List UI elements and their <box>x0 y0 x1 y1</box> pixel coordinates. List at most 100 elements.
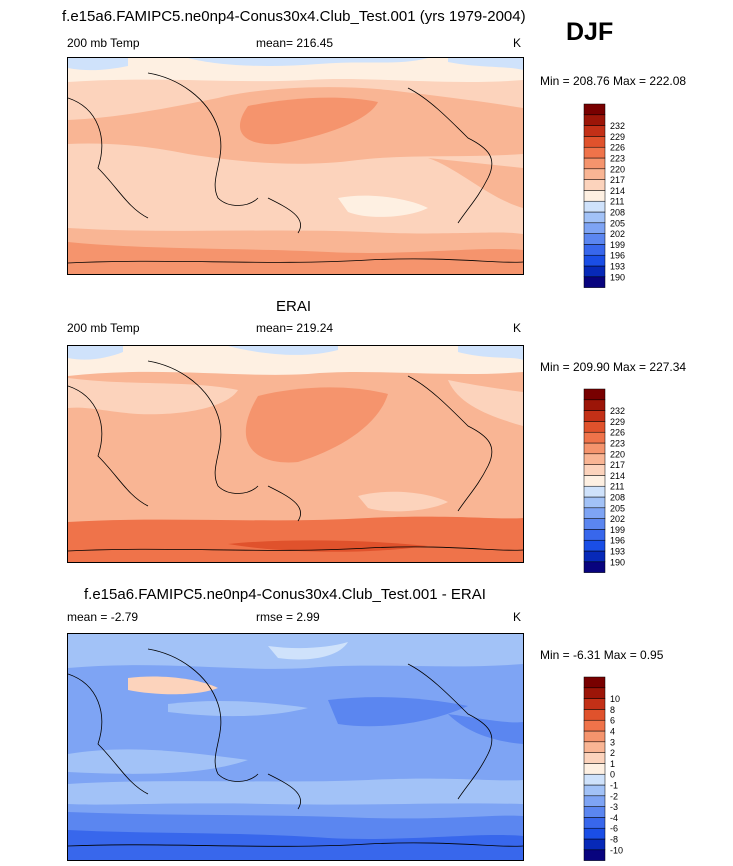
panel2-variable-label: 200 mb Temp <box>67 321 140 335</box>
panel2-colorbar-box <box>583 561 606 573</box>
panel3-colorbar-label: 8 <box>610 705 615 715</box>
panel3-colorbar-box <box>583 784 606 797</box>
panel1-colorbar-box <box>583 125 606 137</box>
panel1-colorbar-label: 211 <box>610 197 624 207</box>
panel3-colorbar-label: 0 <box>610 770 615 780</box>
panel3-colorbar-label: 10 <box>610 694 620 704</box>
panel1-minmax-label: Min = 208.76 Max = 222.08 <box>540 74 687 88</box>
panel3-colorbar-box <box>583 741 606 753</box>
panel2-colorbar-box <box>583 475 606 487</box>
panel2-colorbar-label: 199 <box>610 525 625 535</box>
panel1-colorbar-box <box>583 146 606 159</box>
panel3-colorbar-label: -4 <box>610 813 618 823</box>
panel2-colorbar-box <box>583 507 606 519</box>
season-label: DJF <box>566 18 614 46</box>
panel1-colorbar: 190 193 196 199 202 205 208 211 214 217 220 223 226 2… <box>583 103 644 288</box>
panel1-colorbar-label: 223 <box>610 154 625 164</box>
panel3-map <box>67 633 524 861</box>
panel2-colorbar-box <box>583 410 606 422</box>
panel3-colorbar-label: -1 <box>610 781 618 791</box>
panel3-colorbar-label: 1 <box>610 759 615 769</box>
panel3-colorbar-box <box>583 676 606 689</box>
panel3-colorbar-box <box>583 719 606 732</box>
panel1-colorbar-box <box>583 136 606 148</box>
panel2-colorbar-box <box>583 539 606 552</box>
panel3-mean-label: mean = -2.79 <box>67 610 139 624</box>
panel1-colorbar-box <box>583 200 606 213</box>
panel3-colorbar-box <box>583 709 606 721</box>
panel2-colorbar-label: 208 <box>610 493 625 503</box>
panel2-colorbar-box <box>583 388 606 401</box>
panel2-colorbar-label: 217 <box>610 460 625 470</box>
panel1-colorbar-label: 208 <box>610 208 625 218</box>
panel1-colorbar-label: 217 <box>610 175 625 185</box>
panel3-units-label: K <box>513 610 522 624</box>
panel3-title: f.e15a6.FAMIPC5.ne0np4-Conus30x4.Club_Te… <box>84 586 486 603</box>
panel2-colorbar-label: 211 <box>610 482 624 492</box>
panel2-colorbar-box <box>583 399 606 411</box>
panel2-minmax-label: Min = 209.90 Max = 227.34 <box>540 360 687 374</box>
panel3-colorbar-box <box>583 795 606 807</box>
panel3-colorbar-box <box>583 773 606 786</box>
panel1-colorbar-label: 196 <box>610 251 625 261</box>
panel2-contour-field <box>68 346 523 562</box>
panel2-colorbar-box <box>583 529 606 541</box>
panel1-colorbar-box <box>583 103 606 116</box>
panel3-colorbar-box <box>583 698 606 710</box>
panel2-colorbar-box <box>583 518 606 530</box>
panel2-colorbar-box <box>583 431 606 444</box>
panel1-units-label: K <box>513 36 522 50</box>
panel2-colorbar-label: 202 <box>610 514 625 524</box>
figure-title: f.e15a6.FAMIPC5.ne0np4-Conus30x4.Club_Te… <box>62 8 526 25</box>
panel1-colorbar-label: 205 <box>610 218 625 228</box>
panel1-colorbar-label: 229 <box>610 132 625 142</box>
panel1-colorbar-box <box>583 114 606 126</box>
panel3-colorbar-box <box>583 817 606 829</box>
panel2-colorbar-label: 205 <box>610 503 625 513</box>
panel3-colorbar-box <box>583 752 606 764</box>
panel1-contour-field <box>68 58 523 274</box>
panel3-colorbar-label: 2 <box>610 748 615 758</box>
panel2-colorbar-box <box>583 464 606 476</box>
panel1-colorbar-box <box>583 190 606 202</box>
panel1-colorbar-label: 190 <box>610 272 625 282</box>
panel2-colorbar-svg: 1901931961992022052082112142172202232262… <box>583 388 625 573</box>
panel3-colorbar: -10 -8 -6 -4 -3 -2 -1 0 1 2 3 4 6 8 10 <box>583 676 644 861</box>
panel2-colorbar-label: 232 <box>610 406 625 416</box>
panel2-colorbar-box <box>583 550 606 563</box>
panel1-mean-label: mean= 216.45 <box>256 36 334 50</box>
panel3-colorbar-box <box>583 763 606 775</box>
panel1-colorbar-svg: 1901931961992022052082112142172202232262… <box>583 103 625 288</box>
panel2-colorbar-box <box>583 453 606 465</box>
panel3-colorbar-label: -3 <box>610 802 618 812</box>
panel2-mean-label: mean= 219.24 <box>256 321 334 335</box>
panel3-colorbar-label: 6 <box>610 716 615 726</box>
panel1-colorbar-box <box>583 265 606 278</box>
panel1-colorbar-box <box>583 222 606 234</box>
panel3-colorbar-label: 4 <box>610 727 615 737</box>
panel1-colorbar-box <box>583 211 606 224</box>
panel2-colorbar-label: 220 <box>610 449 625 459</box>
panel1-colorbar-box <box>583 244 606 256</box>
panel1-colorbar-box <box>583 276 606 288</box>
panel3-colorbar-label: -8 <box>610 835 618 845</box>
panel1-map <box>67 57 524 275</box>
panel3-colorbar-box <box>583 849 606 861</box>
panel2-colorbar-label: 190 <box>610 557 625 567</box>
panel1-colorbar-label: 232 <box>610 121 625 131</box>
panel3-colorbar-label: -10 <box>610 845 623 855</box>
panel2-colorbar-box <box>583 421 606 433</box>
panel3-colorbar-label: 3 <box>610 737 615 747</box>
panel1-colorbar-label: 226 <box>610 143 625 153</box>
panel3-minmax-label: Min = -6.31 Max = 0.95 <box>540 648 664 662</box>
panel2-colorbar-label: 223 <box>610 439 625 449</box>
panel2-colorbar-label: 193 <box>610 547 625 557</box>
panel3-colorbar-box <box>583 730 606 743</box>
panel2-colorbar-box <box>583 442 606 455</box>
panel3-colorbar-box <box>583 806 606 818</box>
panel2-title: ERAI <box>276 298 312 315</box>
panel1-colorbar-label: 202 <box>610 229 625 239</box>
panel2-colorbar: 190 193 196 199 202 205 208 211 214 217 220 223 226 2… <box>583 388 644 573</box>
panel1-colorbar-box <box>583 168 606 180</box>
